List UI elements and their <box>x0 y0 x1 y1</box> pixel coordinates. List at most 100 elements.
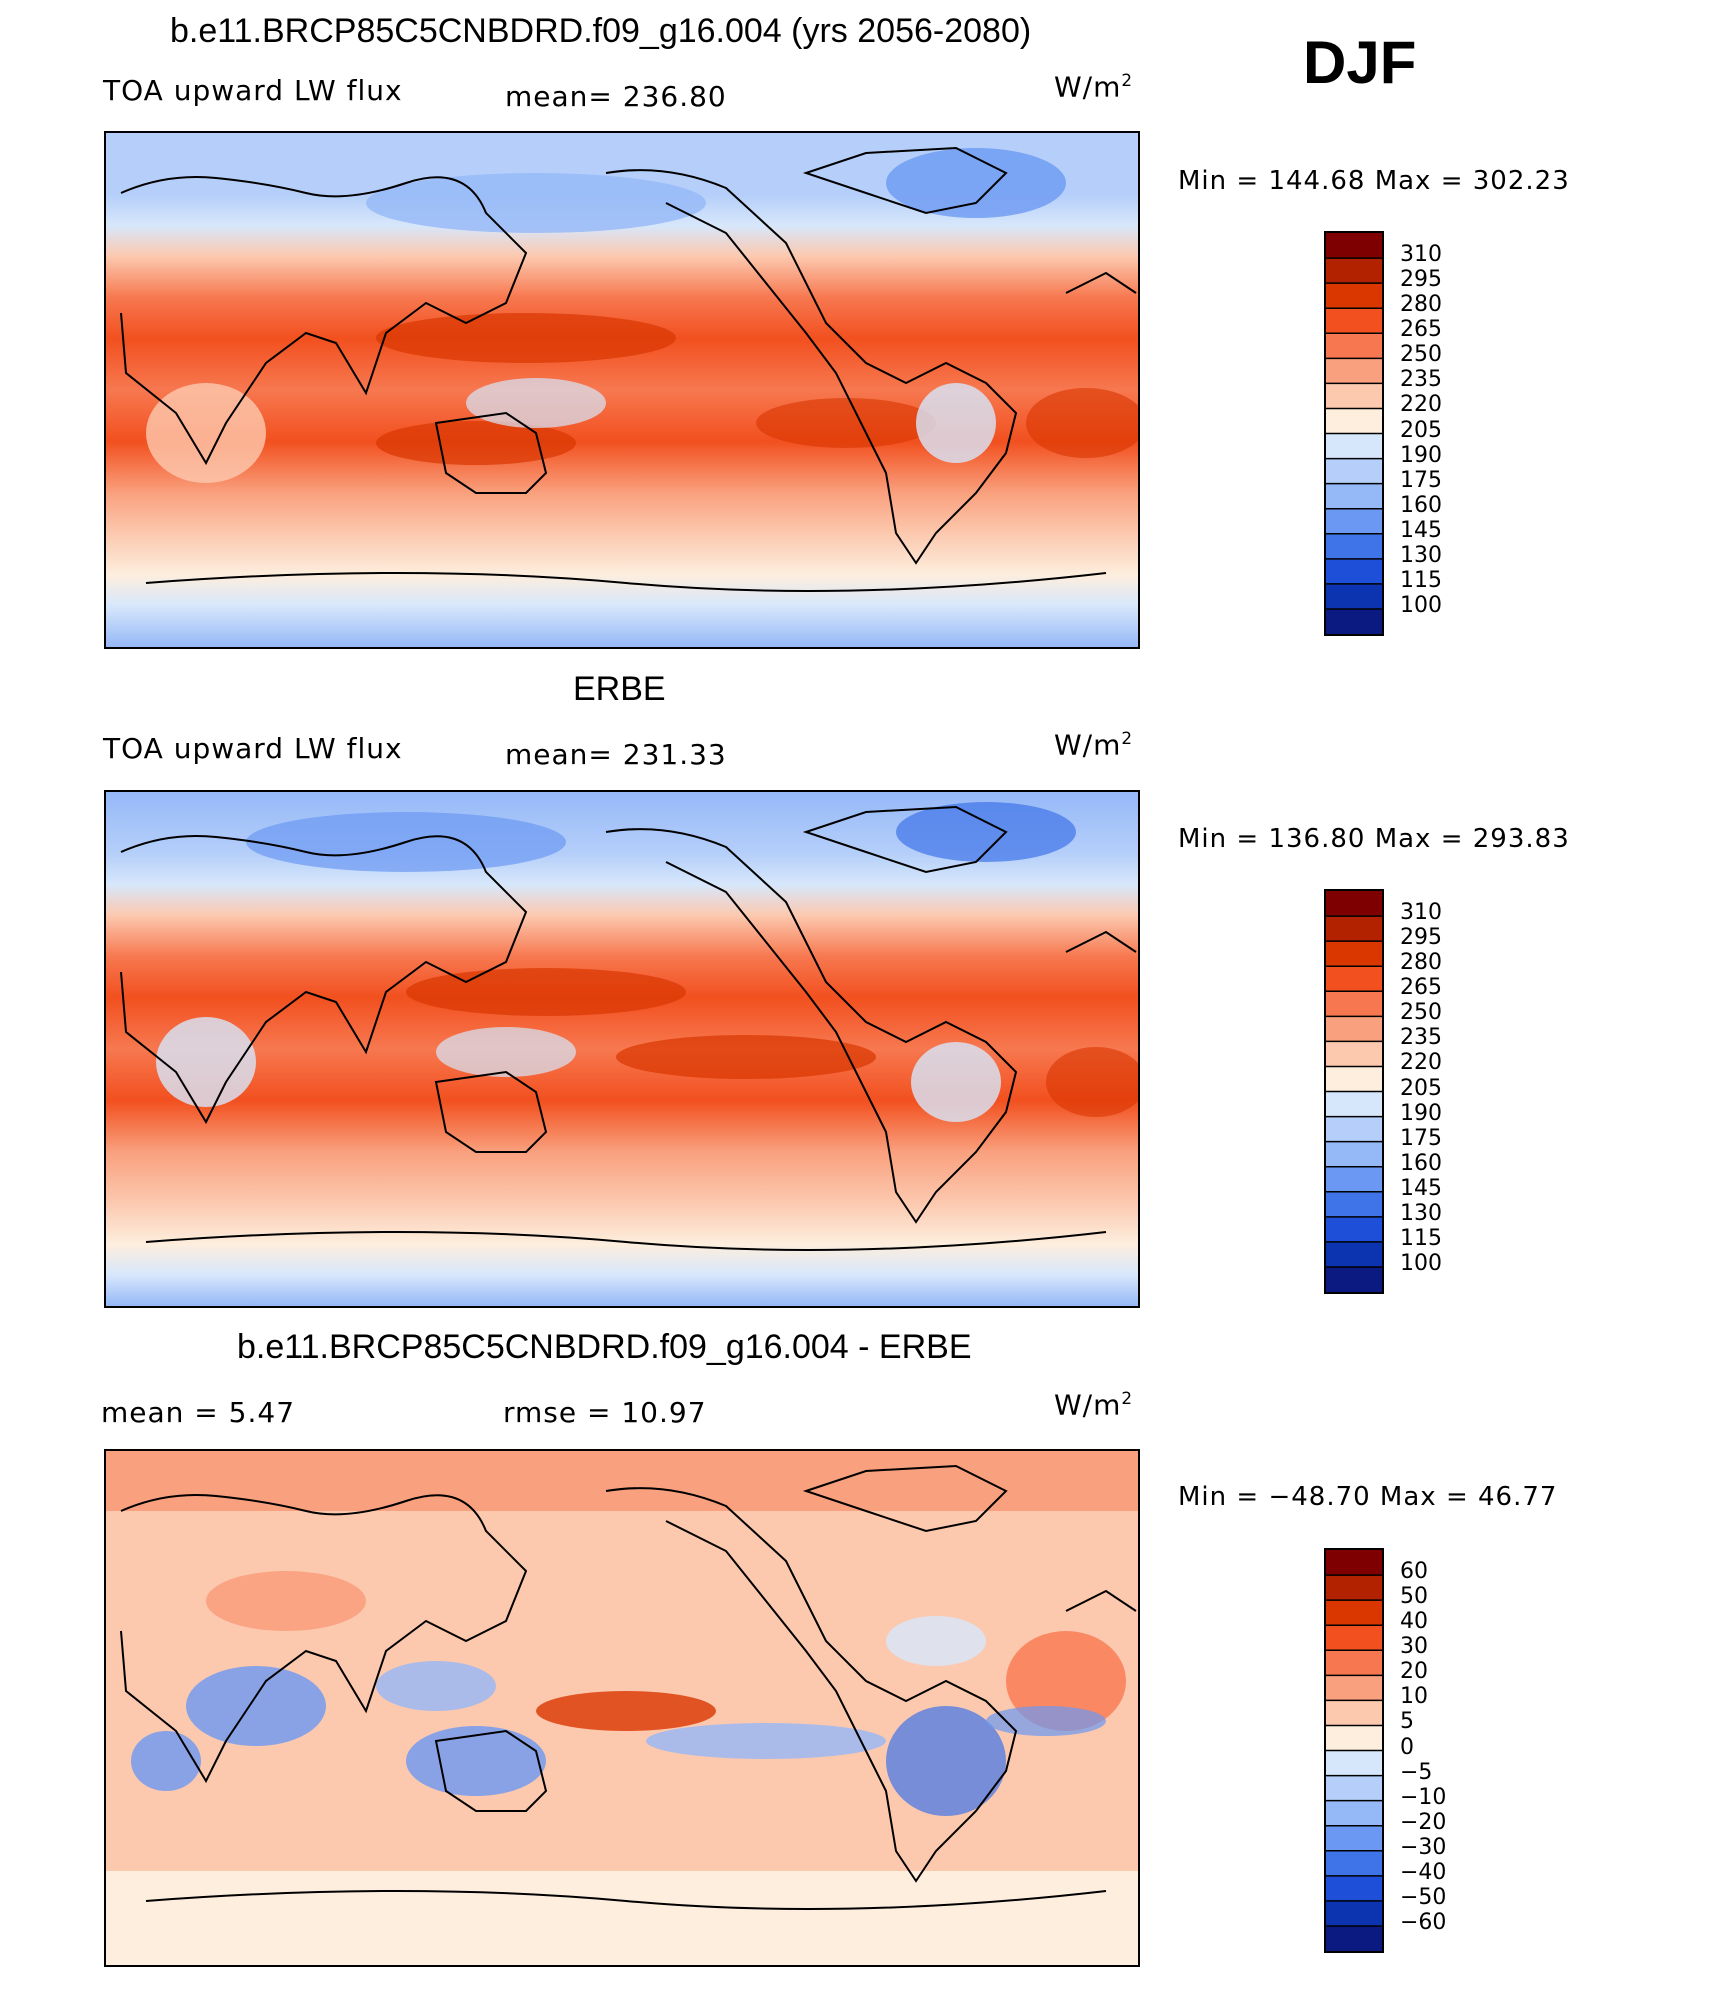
colorbar-swatch <box>1326 483 1382 510</box>
colorbar-tick-label: 190 <box>1400 1100 1442 1126</box>
colorbar-tick-label: 250 <box>1400 1000 1442 1026</box>
colorbar-swatch <box>1326 1091 1382 1118</box>
panel-2-colorbar <box>1324 889 1384 1294</box>
colorbar-tick-label: −10 <box>1400 1784 1447 1810</box>
colorbar-swatch <box>1326 1675 1382 1701</box>
colorbar-swatch <box>1326 1875 1382 1902</box>
colorbar-tick-label: 220 <box>1400 1050 1442 1076</box>
colorbar-swatch <box>1326 916 1382 942</box>
colorbar-swatch <box>1326 1925 1382 1951</box>
colorbar-swatch <box>1326 308 1382 334</box>
panel-3-mean-label: mean = 5.47 <box>101 1396 296 1429</box>
colorbar-tick-label: 130 <box>1400 542 1442 568</box>
colorbar-swatch <box>1326 283 1382 309</box>
colorbar-tick-label: 235 <box>1400 1025 1442 1051</box>
colorbar-swatch <box>1326 1825 1382 1852</box>
panel-3-title: b.e11.BRCP85C5CNBDRD.f09_g16.004 - ERBE <box>237 1328 972 1366</box>
colorbar-tick-label: 40 <box>1400 1609 1428 1635</box>
colorbar-tick-label: 265 <box>1400 975 1442 1001</box>
colorbar-tick-label: 60 <box>1400 1559 1428 1585</box>
panel-2-title: ERBE <box>573 670 666 708</box>
panel-2-map <box>104 790 1140 1308</box>
colorbar-swatch <box>1326 1700 1382 1726</box>
colorbar-swatch <box>1326 1775 1382 1802</box>
colorbar-tick-label: 50 <box>1400 1584 1428 1610</box>
panel-3-map <box>104 1449 1140 1967</box>
colorbar-swatch <box>1326 433 1382 460</box>
colorbar-swatch <box>1326 891 1382 917</box>
colorbar-tick-label: −60 <box>1400 1909 1447 1935</box>
colorbar-tick-label: 310 <box>1400 242 1442 268</box>
colorbar-tick-label: 175 <box>1400 467 1442 493</box>
panel-3-units: W/m2 <box>1054 1388 1134 1422</box>
panel-2-mean-label: mean= 231.33 <box>505 738 727 771</box>
colorbar-tick-label: 310 <box>1400 900 1442 926</box>
colorbar-tick-label: 220 <box>1400 392 1442 418</box>
colorbar-swatch <box>1326 1550 1382 1576</box>
panel-3-colorbar <box>1324 1548 1384 1953</box>
colorbar-swatch <box>1326 383 1382 409</box>
colorbar-tick-label: −50 <box>1400 1884 1447 1910</box>
panel-2-variable-label: TOA upward LW flux <box>103 732 403 765</box>
colorbar-swatch <box>1326 941 1382 967</box>
panel-1-minmax: Min = 144.68 Max = 302.23 <box>1178 166 1570 196</box>
colorbar-swatch <box>1326 233 1382 259</box>
panel-1-variable-label: TOA upward LW flux <box>103 74 403 107</box>
colorbar-tick-label: 190 <box>1400 442 1442 468</box>
panel-1-colorbar <box>1324 231 1384 636</box>
colorbar-swatch <box>1326 1041 1382 1067</box>
colorbar-tick-label: −40 <box>1400 1859 1447 1885</box>
colorbar-tick-label: 205 <box>1400 1075 1442 1101</box>
colorbar-tick-label: −5 <box>1400 1759 1433 1785</box>
colorbar-tick-label: −20 <box>1400 1809 1447 1835</box>
colorbar-tick-label: 280 <box>1400 950 1442 976</box>
colorbar-swatch <box>1326 1575 1382 1601</box>
colorbar-tick-label: 250 <box>1400 342 1442 368</box>
colorbar-swatch <box>1326 1850 1382 1877</box>
colorbar-swatch <box>1326 333 1382 359</box>
colorbar-tick-label: 10 <box>1400 1684 1428 1710</box>
colorbar-tick-label: 295 <box>1400 925 1442 951</box>
colorbar-swatch <box>1326 1900 1382 1927</box>
panel-1-title: b.e11.BRCP85C5CNBDRD.f09_g16.004 (yrs 20… <box>170 12 1032 50</box>
colorbar-swatch <box>1326 608 1382 634</box>
colorbar-swatch <box>1326 1625 1382 1651</box>
colorbar-swatch <box>1326 991 1382 1017</box>
colorbar-swatch <box>1326 1116 1382 1143</box>
colorbar-tick-label: 30 <box>1400 1634 1428 1660</box>
colorbar-swatch <box>1326 1141 1382 1168</box>
colorbar-tick-label: 175 <box>1400 1125 1442 1151</box>
colorbar-swatch <box>1326 966 1382 992</box>
colorbar-tick-label: 100 <box>1400 1250 1442 1276</box>
colorbar-swatch <box>1326 358 1382 384</box>
colorbar-swatch <box>1326 583 1382 610</box>
colorbar-swatch <box>1326 258 1382 284</box>
colorbar-tick-label: 280 <box>1400 292 1442 318</box>
colorbar-swatch <box>1326 1016 1382 1042</box>
colorbar-tick-label: 0 <box>1400 1734 1414 1760</box>
colorbar-swatch <box>1326 533 1382 560</box>
panel-2-minmax: Min = 136.80 Max = 293.83 <box>1178 824 1570 854</box>
panel-2-units: W/m2 <box>1054 728 1134 762</box>
colorbar-swatch <box>1326 1800 1382 1827</box>
colorbar-tick-label: 130 <box>1400 1200 1442 1226</box>
colorbar-swatch <box>1326 1166 1382 1193</box>
colorbar-tick-label: 160 <box>1400 1150 1442 1176</box>
panel-1-mean-label: mean= 236.80 <box>505 80 727 113</box>
colorbar-swatch <box>1326 458 1382 485</box>
colorbar-tick-label: 115 <box>1400 567 1442 593</box>
colorbar-swatch <box>1326 1066 1382 1092</box>
colorbar-swatch <box>1326 1266 1382 1292</box>
colorbar-tick-label: 235 <box>1400 367 1442 393</box>
panel-1-map <box>104 131 1140 649</box>
colorbar-swatch <box>1326 558 1382 585</box>
colorbar-tick-label: −30 <box>1400 1834 1447 1860</box>
colorbar-tick-label: 265 <box>1400 317 1442 343</box>
season-label: DJF <box>1303 29 1417 96</box>
colorbar-tick-label: 100 <box>1400 592 1442 618</box>
colorbar-tick-label: 160 <box>1400 492 1442 518</box>
colorbar-swatch <box>1326 1191 1382 1218</box>
colorbar-swatch <box>1326 1241 1382 1268</box>
colorbar-swatch <box>1326 1725 1382 1751</box>
colorbar-tick-label: 295 <box>1400 267 1442 293</box>
